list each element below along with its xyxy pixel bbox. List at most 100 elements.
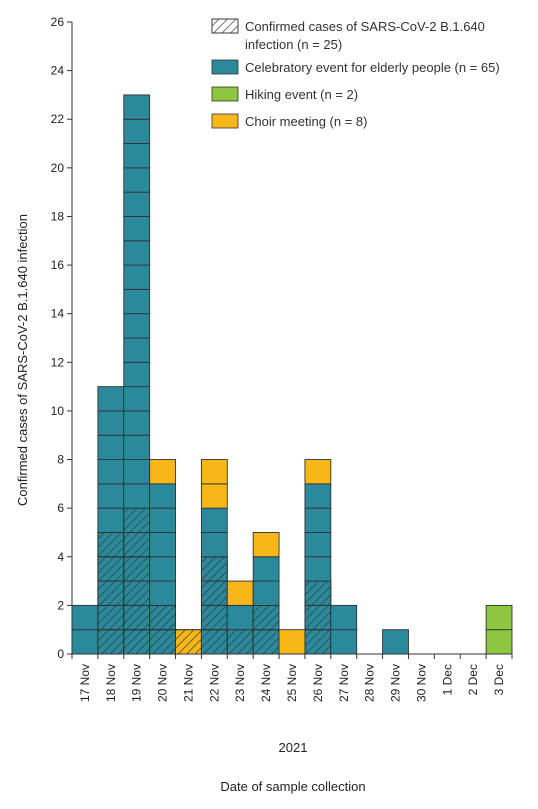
bar-case-18-nov-9 [97,434,125,460]
x-tick-label: 18 Nov [104,664,118,702]
y-tick-label: 0 [57,647,64,661]
y-tick-label: 8 [57,453,64,467]
bar-case-23-nov-3 [226,580,254,606]
confirmed-hatch-22-nov-1 [200,629,228,655]
bar-case-20-nov-4 [149,556,176,582]
x-tick-label: 30 Nov [414,664,428,702]
legend-swatch-celebratory [211,59,239,75]
y-tick-label: 2 [57,598,64,612]
legend-swatch-hiking [211,86,239,102]
confirmed-hatch-19-nov-5 [123,532,151,558]
confirmed-hatch-19-nov-1 [123,629,151,655]
bar-case-19-nov-14 [123,313,151,339]
confirmed-hatch-24-nov-1 [252,629,280,655]
bar-case-27-nov-1 [330,629,358,655]
bar-case-20-nov-7 [149,483,176,509]
bar-case-18-nov-7 [97,483,125,509]
x-axis-title: Date of sample collection [220,779,365,794]
bar-case-3-dec-1 [485,629,513,655]
confirmed-hatch-26-nov-3 [304,580,332,606]
bar-case-20-nov-3 [149,580,176,606]
y-tick-label: 24 [51,64,65,78]
x-tick-label: 17 Nov [78,664,92,702]
y-tick-label: 4 [57,550,64,564]
year-label: 2021 [279,740,308,755]
legend-label-hiking: Hiking event (n = 2) [245,87,358,102]
bar-case-19-nov-7 [123,483,151,509]
x-axis: 17 Nov 18 Nov 19 Nov 20 Nov 21 Nov 22 Nov 23 N… [71,653,513,702]
legend-label-confirmed-line2: infection (n = 25) [245,37,342,52]
bar-case-19-nov-9 [123,434,151,460]
bar-case-19-nov-11 [123,386,151,412]
confirmed-hatch-18-nov-4 [97,556,125,582]
confirmed-hatch-23-nov-1 [226,629,254,655]
x-tick-label: 23 Nov [233,664,247,702]
y-tick-label: 22 [51,112,65,126]
bar-case-19-nov-10 [123,410,151,436]
x-tick-label: 1 Dec [440,664,454,695]
x-tick-label: 3 Dec [492,664,506,695]
x-tick-label: 21 Nov [181,664,195,702]
legend-label-confirmed-line1: Confirmed cases of SARS-CoV-2 B.1.640 [245,19,485,34]
legend-swatch-choir [211,113,239,129]
bar-case-22-nov-7 [200,483,228,509]
legend: Confirmed cases of SARS-CoV-2 B.1.640 in… [211,18,500,129]
x-tick-label: 29 Nov [389,664,403,702]
bar-case-18-nov-6 [97,507,125,533]
bar-case-26-nov-7 [304,483,332,509]
bar-case-19-nov-18 [123,216,151,242]
bar-case-19-nov-8 [123,459,151,485]
bar-case-20-nov-8 [149,459,176,485]
bar-case-17-nov-2 [71,604,99,631]
y-axis-title: Confirmed cases of SARS-CoV-2 B.1.640 in… [15,214,30,506]
bar-case-20-nov-6 [149,507,176,533]
confirmed-hatch-22-nov-4 [200,556,228,582]
confirmed-hatch-19-nov-2 [123,604,151,631]
x-tick-label: 19 Nov [130,664,144,702]
bar-case-18-nov-11 [97,386,125,412]
x-tick-label: 24 Nov [259,664,273,702]
bar-case-24-nov-3 [252,580,280,606]
confirmed-hatch-26-nov-1 [304,629,332,655]
bar-case-19-nov-21 [123,143,151,169]
confirmed-hatch-26-nov-2 [304,604,332,631]
bar-case-19-nov-22 [123,118,151,144]
bar-case-26-nov-5 [304,532,332,558]
bar-case-26-nov-6 [304,507,332,533]
confirmed-hatch-18-nov-2 [97,604,125,631]
bar-case-19-nov-20 [123,167,151,193]
bar-case-22-nov-6 [200,507,228,533]
confirmed-hatch-18-nov-1 [97,629,125,655]
y-tick-label: 12 [51,355,65,369]
confirmed-hatch-22-nov-2 [200,604,228,631]
bar-case-3-dec-2 [485,604,513,631]
bar-case-26-nov-4 [304,556,332,582]
bar-case-22-nov-5 [200,532,228,558]
confirmed-hatch-19-nov-6 [123,507,151,533]
x-tick-label: 28 Nov [363,664,377,702]
bar-case-24-nov-4 [252,556,280,582]
y-tick-label: 26 [51,15,65,29]
confirmed-hatch-24-nov-2 [252,604,280,631]
y-tick-label: 20 [51,161,65,175]
bar-case-19-nov-19 [123,191,151,217]
confirmed-hatch-20-nov-2 [149,604,176,631]
legend-label-choir: Choir meeting (n = 8) [245,114,367,129]
bar-case-19-nov-16 [123,264,151,290]
bar-case-26-nov-8 [304,459,332,485]
bar-case-22-nov-8 [200,459,228,485]
y-tick-label: 10 [51,404,65,418]
x-tick-label: 26 Nov [311,664,325,702]
bar-case-25-nov-1 [278,629,306,655]
bar-case-18-nov-8 [97,459,125,485]
y-tick-label: 6 [57,501,64,515]
confirmed-hatch-21-nov-1 [175,629,202,655]
legend-label-celebratory: Celebratory event for elderly people (n … [245,60,500,75]
confirmed-hatch-19-nov-3 [123,580,151,606]
y-tick-label: 18 [51,209,65,223]
x-tick-label: 2 Dec [466,664,480,695]
x-tick-label: 22 Nov [207,664,221,702]
confirmed-hatch-18-nov-3 [97,580,125,606]
